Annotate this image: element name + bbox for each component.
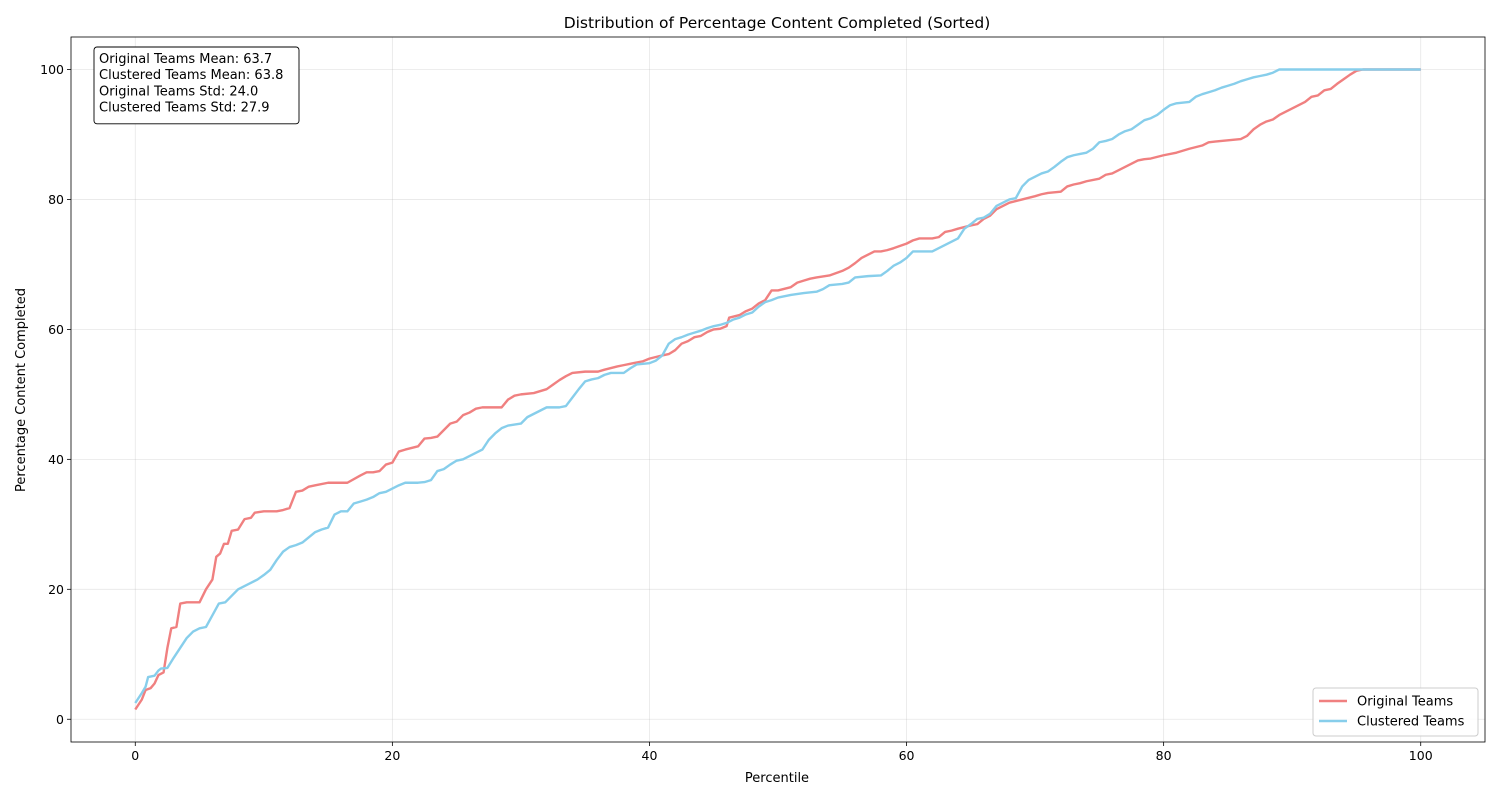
chart-title: Distribution of Percentage Content Compl… [564,14,991,32]
legend: Original Teams Clustered Teams [1312,687,1479,737]
y-tick-label: 0 [56,712,64,727]
x-tick-label: 60 [899,748,915,763]
series-line-clustered-teams [134,68,1421,704]
x-tick-label: 20 [384,748,400,763]
x-tick-label: 100 [1409,748,1433,763]
x-tick-label: 80 [1156,748,1172,763]
legend-frame [1312,687,1479,737]
legend-entry: Clustered Teams [1357,715,1465,730]
stats-line: Original Teams Mean: 63.7 [99,52,272,67]
y-axis-label: Percentage Content Completed [14,288,29,492]
series-line-original-teams [134,68,1421,711]
x-tick-label: 40 [642,748,658,763]
x-axis-label: Percentile [745,771,809,786]
y-tick-label: 100 [40,62,64,77]
y-tick-label: 40 [48,452,64,467]
legend-entry: Original Teams [1357,695,1453,710]
y-tick-label: 20 [48,582,64,597]
stats-line: Clustered Teams Std: 27.9 [99,101,270,116]
grid [71,37,1485,742]
x-tick-label: 0 [131,748,139,763]
y-tick-label: 60 [48,322,64,337]
stats-box-frame [93,46,300,125]
stats-line: Original Teams Std: 24.0 [99,84,258,99]
y-tick-label: 80 [48,192,64,207]
series-layer [134,68,1421,711]
y-axis-ticks: 0 20 40 60 80 100 [40,62,71,727]
plot-frame [70,36,1486,743]
stats-line: Clustered Teams Mean: 63.8 [99,68,283,83]
x-axis-ticks: 0 20 40 60 80 100 [131,742,1433,763]
